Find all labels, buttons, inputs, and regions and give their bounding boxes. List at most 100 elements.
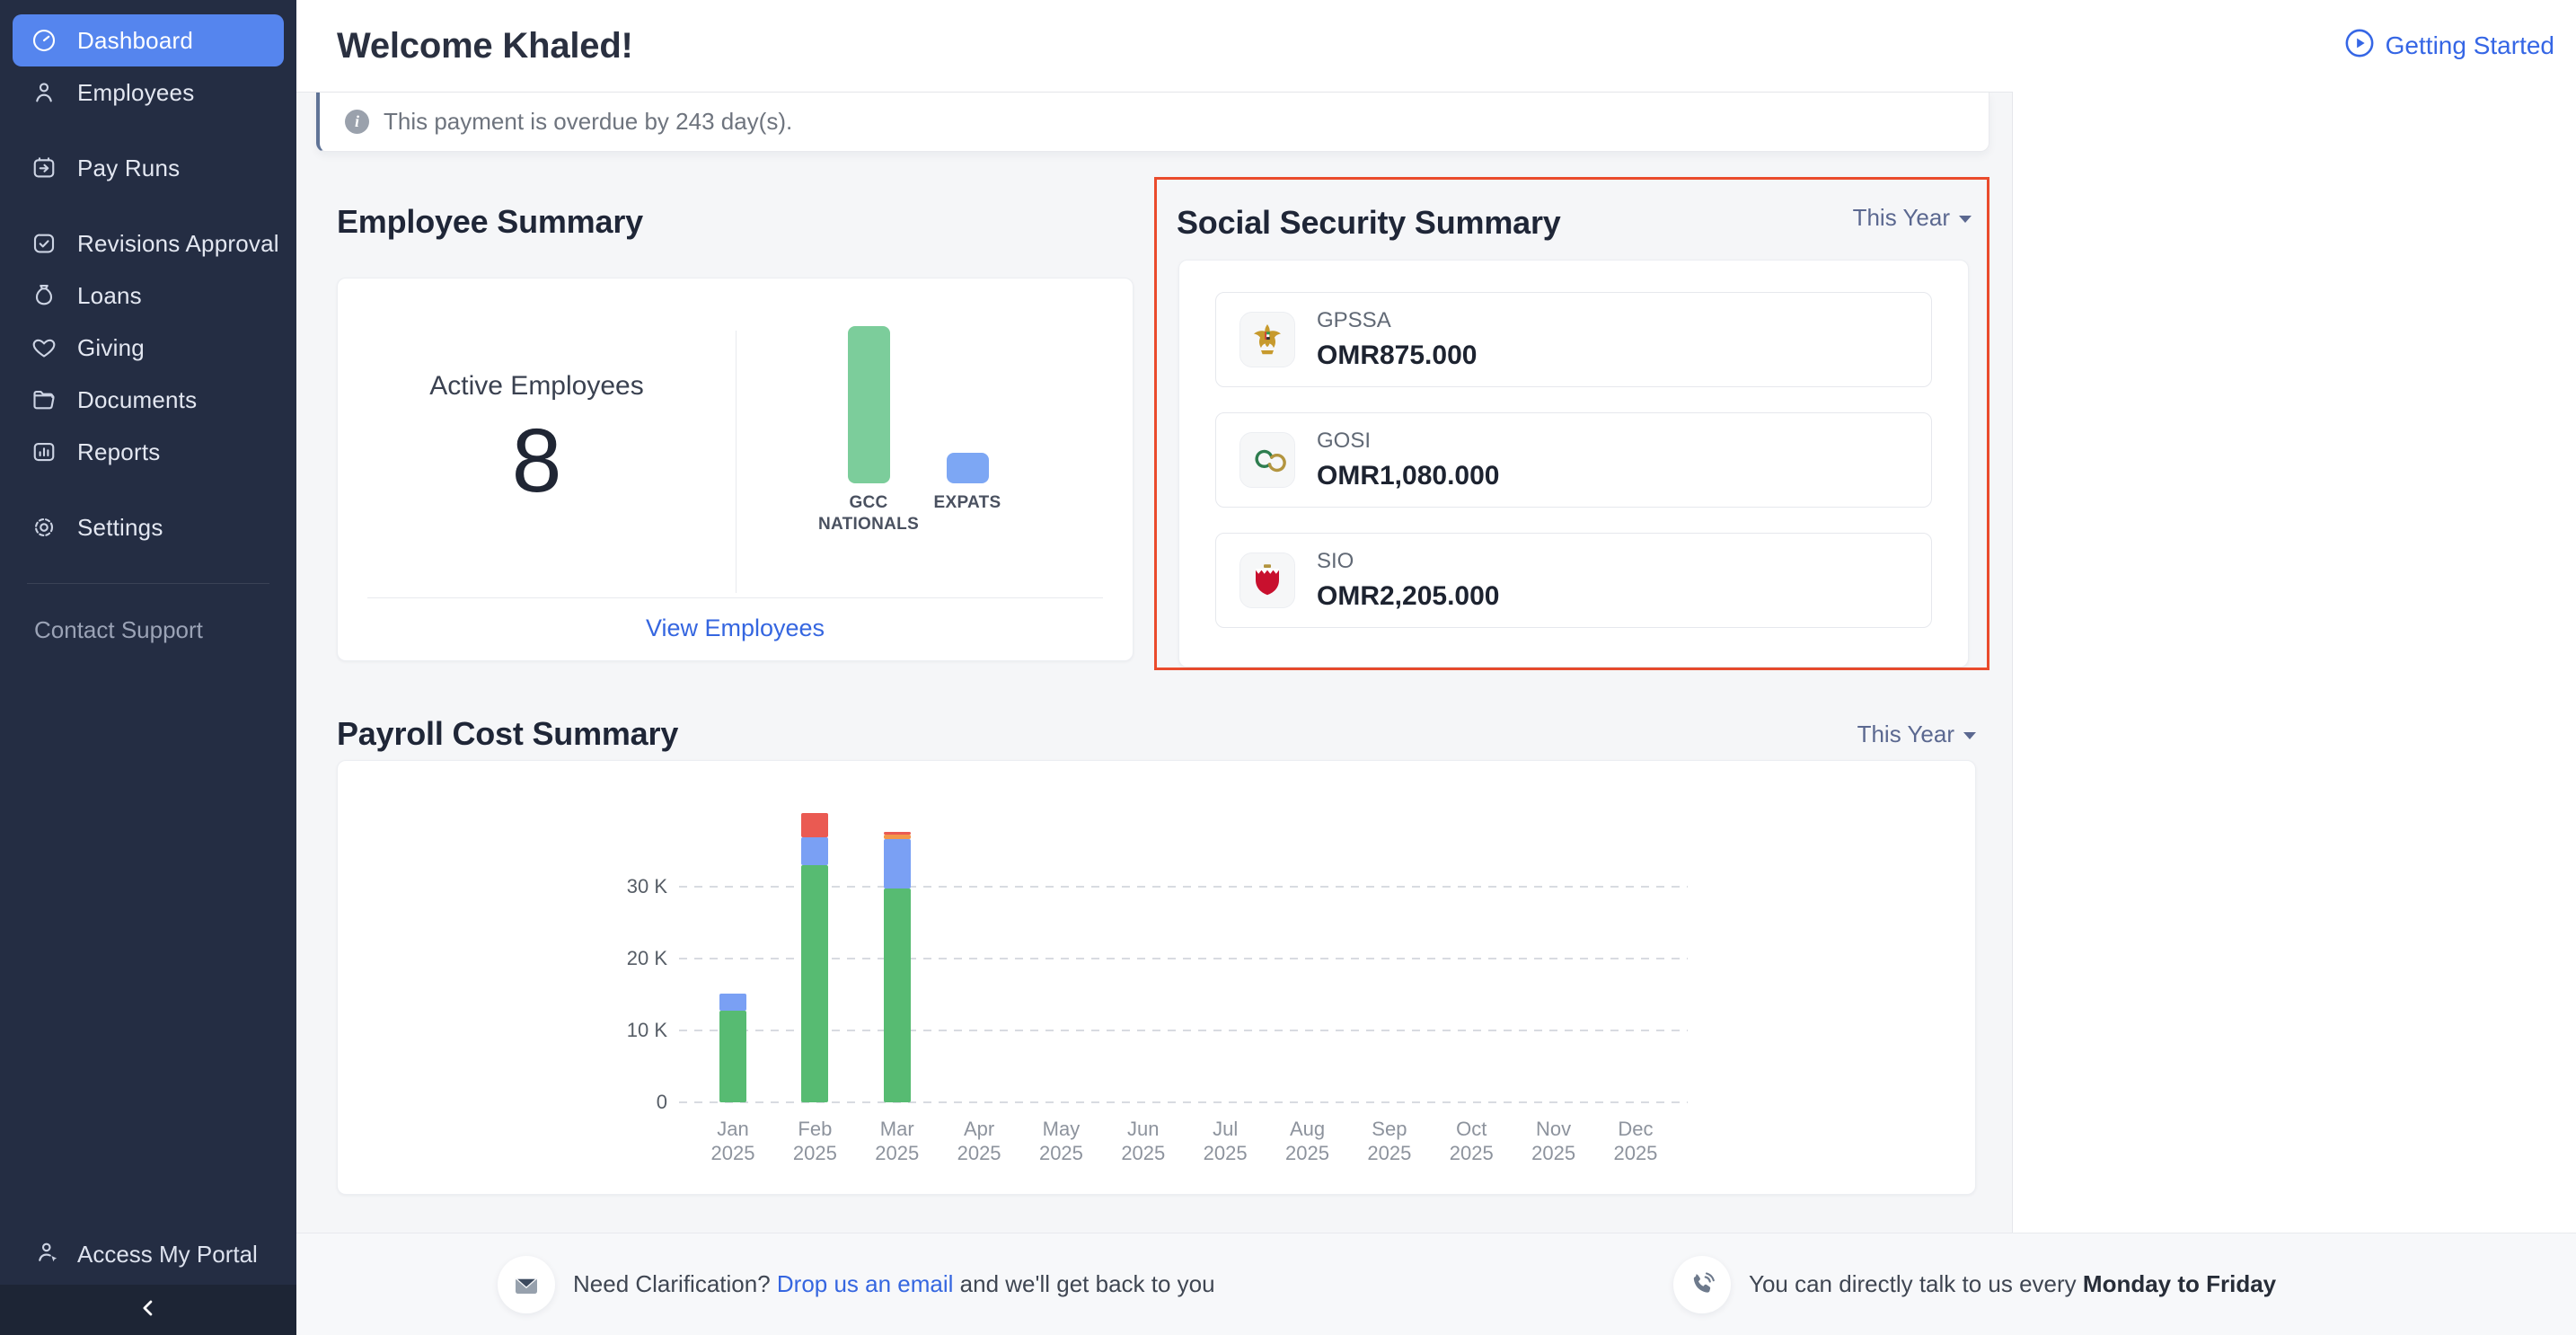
footer-phone-block: You can directly talk to us every Monday… xyxy=(1673,1256,2276,1313)
sidebar-item-reports[interactable]: Reports xyxy=(13,426,284,478)
contact-support-link[interactable]: Contact Support xyxy=(34,616,296,644)
overdue-alert: i This payment is overdue by 243 day(s). xyxy=(316,93,1989,152)
footer-phone-text: You can directly talk to us every Monday… xyxy=(1749,1270,2276,1298)
play-circle-icon xyxy=(2344,28,2375,65)
main-area: Welcome Khaled! Getting Started i This p… xyxy=(296,0,2576,1335)
sidebar-item-label: Loans xyxy=(77,282,142,310)
sidebar-item-pay-runs[interactable]: Pay Runs xyxy=(13,142,284,194)
footer: Need Clarification? Drop us an email and… xyxy=(296,1233,2576,1335)
sidebar-item-label: Dashboard xyxy=(77,27,193,55)
chevron-left-icon xyxy=(136,1295,161,1325)
sidebar-divider xyxy=(27,583,269,584)
x-axis-tick-label: Jun2025 xyxy=(1103,1117,1184,1165)
sidebar-item-revisions-approval[interactable]: Revisions Approval xyxy=(13,217,284,270)
drop-us-an-email-link[interactable]: Drop us an email xyxy=(777,1270,954,1297)
y-axis-tick-label: 30 K xyxy=(571,874,667,899)
employee-summary-section: Employee Summary Active Employees 8 View… xyxy=(337,177,1134,670)
social-security-row-gpssa[interactable]: GPSSA OMR875.000 xyxy=(1215,292,1932,387)
giving-icon xyxy=(31,334,57,361)
y-axis-tick-label: 0 xyxy=(571,1090,667,1115)
horizontal-divider xyxy=(367,597,1103,598)
x-axis-tick-label: Oct2025 xyxy=(1431,1117,1512,1165)
authority-name: GPSSA xyxy=(1317,308,1477,333)
documents-icon xyxy=(31,386,57,413)
revisions-approval-icon xyxy=(31,230,57,257)
sidebar-item-label: Revisions Approval xyxy=(77,230,279,258)
sidebar-item-label: Giving xyxy=(77,334,145,362)
active-employees-label: Active Employees xyxy=(429,371,643,402)
x-axis-tick-label: Jul2025 xyxy=(1185,1117,1266,1165)
sidebar-item-label: Reports xyxy=(77,438,160,466)
chevron-down-icon xyxy=(1959,216,1972,223)
x-axis-tick-label: Feb2025 xyxy=(774,1117,855,1165)
access-my-portal-label: Access My Portal xyxy=(77,1241,258,1269)
employees-icon xyxy=(31,79,57,106)
footer-email-block: Need Clarification? Drop us an email and… xyxy=(498,1256,1215,1313)
sidebar-item-settings[interactable]: Settings xyxy=(13,501,284,553)
chevron-down-icon xyxy=(1963,732,1976,739)
gosi-logo-icon xyxy=(1239,432,1295,488)
employee-chart-bar-expats xyxy=(947,453,989,483)
view-employees-link[interactable]: View Employees xyxy=(338,614,1133,642)
social-security-section: Social Security Summary This Year GPSSA O… xyxy=(1154,177,1989,670)
employee-chart-bar-gcc-nationals xyxy=(848,326,890,483)
dashboard-icon xyxy=(31,27,57,54)
gpssa-emblem-icon xyxy=(1239,312,1295,367)
payroll-bar-segment-red xyxy=(801,813,828,836)
employee-summary-title: Employee Summary xyxy=(337,203,1134,241)
grid-line xyxy=(679,1030,1688,1031)
active-employees-count: 8 xyxy=(512,416,562,506)
sidebar-item-label: Employees xyxy=(77,79,194,107)
sio-emblem-icon xyxy=(1239,553,1295,608)
grid-line xyxy=(679,958,1688,959)
payroll-bar-segment-green xyxy=(884,889,911,1102)
getting-started-button[interactable]: Getting Started xyxy=(2344,28,2554,65)
contribution-amount: OMR875.000 xyxy=(1317,340,1477,371)
employee-chart-label: EXPATS xyxy=(891,492,1044,514)
x-axis-tick-label: Nov2025 xyxy=(1513,1117,1594,1165)
y-axis-tick-label: 10 K xyxy=(571,1018,667,1043)
sidebar-item-documents[interactable]: Documents xyxy=(13,374,284,426)
social-security-card: GPSSA OMR875.000 GOSI OMR1,080.000 SIOOMR2,2… xyxy=(1178,260,1969,668)
sidebar-item-dashboard[interactable]: Dashboard xyxy=(13,14,284,66)
sidebar-item-loans[interactable]: Loans xyxy=(13,270,284,322)
period-label: This Year xyxy=(1853,204,1950,232)
sidebar: Dashboard Employees Pay Runs Revisions Appr… xyxy=(0,0,296,1335)
period-label: This Year xyxy=(1857,721,1954,748)
x-axis-tick-label: May2025 xyxy=(1020,1117,1101,1165)
payroll-bar-segment-red xyxy=(884,832,911,835)
payroll-period-dropdown[interactable]: This Year xyxy=(1857,721,1976,748)
employee-summary-card: Active Employees 8 View Employees GCCNAT… xyxy=(337,278,1134,661)
envelope-icon xyxy=(498,1256,555,1313)
access-my-portal-link[interactable]: Access My Portal xyxy=(34,1239,258,1270)
authority-name: GOSI xyxy=(1317,429,1499,454)
authority-name: SIO xyxy=(1317,549,1499,574)
sidebar-item-giving[interactable]: Giving xyxy=(13,322,284,374)
payroll-cost-title: Payroll Cost Summary xyxy=(337,715,678,753)
payroll-bar-segment-orange xyxy=(884,835,911,839)
x-axis-tick-label: Apr2025 xyxy=(939,1117,1019,1165)
grid-line xyxy=(679,886,1688,888)
reports-icon xyxy=(31,438,57,465)
page-title: Welcome Khaled! xyxy=(337,26,633,66)
x-axis-tick-label: Aug2025 xyxy=(1267,1117,1348,1165)
sidebar-item-employees[interactable]: Employees xyxy=(13,66,284,119)
overdue-alert-text: This payment is overdue by 243 day(s). xyxy=(384,108,792,136)
contribution-amount: OMR1,080.000 xyxy=(1317,461,1499,491)
payroll-bar-segment-blue xyxy=(719,994,746,1010)
social-security-title: Social Security Summary xyxy=(1177,204,1561,242)
social-security-period-dropdown[interactable]: This Year xyxy=(1853,204,1972,232)
info-icon: i xyxy=(345,110,369,134)
loans-icon xyxy=(31,282,57,309)
y-axis-tick-label: 20 K xyxy=(571,946,667,971)
social-security-row-gosi[interactable]: GOSI OMR1,080.000 xyxy=(1215,412,1932,508)
pay-runs-icon xyxy=(31,155,57,181)
payroll-cost-card: 010 K20 K30 KJan2025Feb2025Mar2025Apr202… xyxy=(337,760,1976,1195)
right-panel xyxy=(2012,92,2576,1233)
getting-started-label: Getting Started xyxy=(2386,31,2554,60)
sidebar-collapse-button[interactable] xyxy=(0,1285,296,1335)
footer-email-text: Need Clarification? Drop us an email and… xyxy=(573,1270,1215,1298)
sidebar-item-label: Documents xyxy=(77,386,197,414)
x-axis-tick-label: Sep2025 xyxy=(1349,1117,1430,1165)
social-security-row-sio[interactable]: SIOOMR2,205.000 xyxy=(1215,533,1932,628)
